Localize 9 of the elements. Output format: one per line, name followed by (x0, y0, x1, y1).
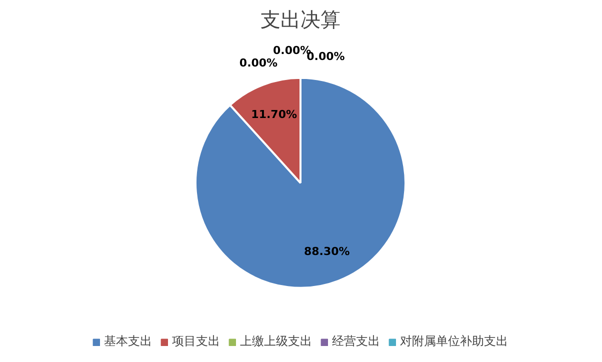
chart-title: 支出决算 (260, 8, 340, 32)
legend-label: 上缴上级支出 (240, 333, 312, 350)
legend-label: 经营支出 (332, 333, 380, 350)
text: 0.00% (239, 56, 278, 70)
data-label: 88.30% (304, 244, 350, 258)
legend-label: 项目支出 (172, 333, 220, 350)
data-label: 11.70% (251, 108, 298, 121)
legend-label: 基本支出 (104, 333, 152, 350)
legend-label: 对附属单位补助支出 (400, 333, 508, 350)
